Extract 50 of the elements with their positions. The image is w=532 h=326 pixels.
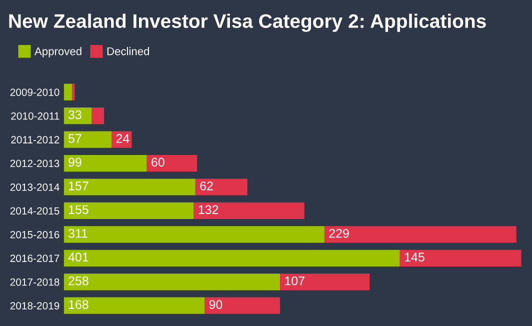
data-label: 258	[68, 276, 88, 286]
bar	[64, 297, 205, 314]
data-label: 132	[198, 205, 218, 214]
bar	[194, 202, 304, 220]
data-label: 157	[68, 182, 88, 190]
bar	[64, 84, 72, 100]
data-label: 33	[68, 110, 82, 120]
bar	[64, 274, 280, 290]
data-label: 62	[200, 182, 213, 190]
data-label: 24	[116, 134, 130, 143]
legend-label: Approved	[34, 47, 82, 58]
data-label: 401	[68, 252, 88, 262]
bar	[112, 131, 132, 148]
bar	[64, 131, 112, 148]
bar	[64, 226, 324, 243]
bar	[204, 297, 280, 314]
bar	[400, 250, 522, 266]
y-tick-label: 2015-2016	[10, 230, 60, 238]
bar	[280, 274, 370, 290]
y-tick-label: 2016-2017	[10, 254, 60, 262]
data-label: 57	[68, 134, 82, 143]
data-label: 60	[152, 158, 164, 167]
data-label: 90	[209, 300, 222, 309]
bar	[72, 84, 75, 100]
y-tick-label: 2010-2011	[11, 112, 60, 120]
y-tick-label: 2014-2015	[10, 207, 60, 215]
bar	[64, 108, 92, 124]
y-tick-label: 2012-2013	[10, 160, 60, 168]
data-label: 229	[329, 228, 349, 238]
bar	[91, 108, 104, 124]
bar	[64, 154, 147, 172]
y-tick-label: 2017-2018	[10, 278, 60, 286]
bar	[64, 202, 194, 220]
bar	[146, 154, 198, 172]
data-label: 99	[68, 158, 82, 167]
y-tick-label: 2011-2012	[11, 136, 60, 144]
bar	[64, 178, 196, 196]
data-label: 107	[285, 276, 304, 286]
data-label: 168	[68, 300, 88, 309]
data-label: 145	[404, 252, 424, 262]
legend-label: Declined	[107, 47, 150, 56]
y-tick-label: 2013-2014	[10, 184, 60, 191]
chart-title: New Zealand Investor Visa Category 2: Applications	[9, 14, 486, 32]
y-tick-label: 2009-2010	[10, 88, 60, 96]
data-label: 155	[68, 205, 88, 214]
data-label: 311	[68, 228, 88, 238]
bar	[195, 178, 248, 196]
bar	[324, 226, 516, 243]
bar	[64, 250, 400, 266]
y-tick-label: 2018-2019	[10, 302, 60, 310]
